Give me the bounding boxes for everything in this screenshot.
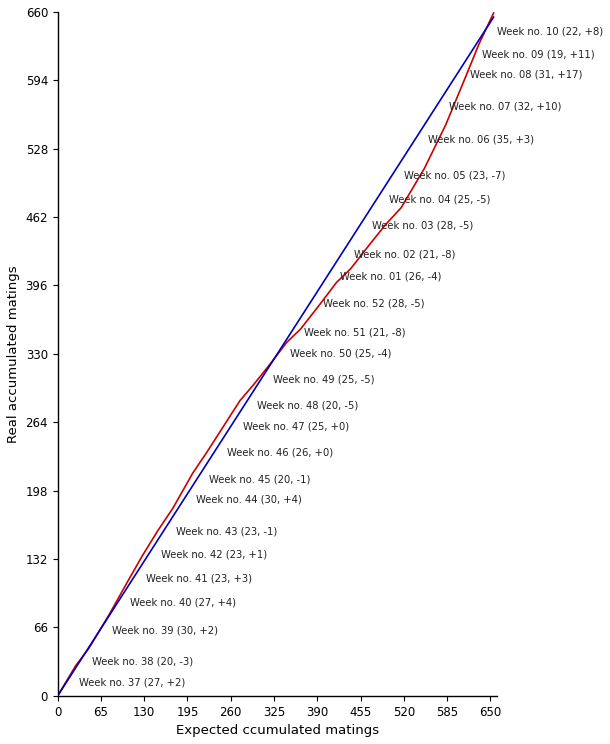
Text: Week no. 02 (21, -8): Week no. 02 (21, -8) <box>354 249 455 260</box>
Text: Week no. 45 (20, -1): Week no. 45 (20, -1) <box>209 474 311 484</box>
Text: Week no. 38 (20, -3): Week no. 38 (20, -3) <box>92 657 193 667</box>
Text: Week no. 46 (26, +0): Week no. 46 (26, +0) <box>227 447 333 458</box>
Text: Week no. 09 (19, +11): Week no. 09 (19, +11) <box>483 49 595 60</box>
Text: Week no. 07 (32, +10): Week no. 07 (32, +10) <box>449 101 561 112</box>
Text: Week no. 10 (22, +8): Week no. 10 (22, +8) <box>497 27 603 36</box>
Text: Week no. 06 (35, +3): Week no. 06 (35, +3) <box>428 135 534 144</box>
Text: Week no. 39 (30, +2): Week no. 39 (30, +2) <box>112 626 218 635</box>
Text: Week no. 52 (28, -5): Week no. 52 (28, -5) <box>323 298 424 308</box>
Y-axis label: Real accumulated matings: Real accumulated matings <box>7 265 20 443</box>
Text: Week no. 41 (23, +3): Week no. 41 (23, +3) <box>146 574 251 584</box>
X-axis label: Expected ccumulated matings: Expected ccumulated matings <box>176 724 379 737</box>
Text: Week no. 04 (25, -5): Week no. 04 (25, -5) <box>389 194 490 205</box>
Text: Week no. 01 (26, -4): Week no. 01 (26, -4) <box>340 271 441 281</box>
Text: Week no. 51 (21, -8): Week no. 51 (21, -8) <box>304 327 406 337</box>
Text: Week no. 40 (27, +4): Week no. 40 (27, +4) <box>131 597 236 608</box>
Text: Week no. 44 (30, +4): Week no. 44 (30, +4) <box>196 495 302 505</box>
Text: Week no. 03 (28, -5): Week no. 03 (28, -5) <box>373 220 474 231</box>
Text: Week no. 05 (23, -7): Week no. 05 (23, -7) <box>404 170 506 181</box>
Text: Week no. 48 (20, -5): Week no. 48 (20, -5) <box>257 401 358 411</box>
Text: Week no. 47 (25, +0): Week no. 47 (25, +0) <box>243 421 350 432</box>
Text: Week no. 49 (25, -5): Week no. 49 (25, -5) <box>273 375 375 385</box>
Text: Week no. 43 (23, -1): Week no. 43 (23, -1) <box>176 526 278 536</box>
Text: Week no. 50 (25, -4): Week no. 50 (25, -4) <box>290 349 392 359</box>
Text: Week no. 08 (31, +17): Week no. 08 (31, +17) <box>470 69 582 79</box>
Text: Week no. 37 (27, +2): Week no. 37 (27, +2) <box>79 677 185 687</box>
Text: Week no. 42 (23, +1): Week no. 42 (23, +1) <box>161 550 267 560</box>
